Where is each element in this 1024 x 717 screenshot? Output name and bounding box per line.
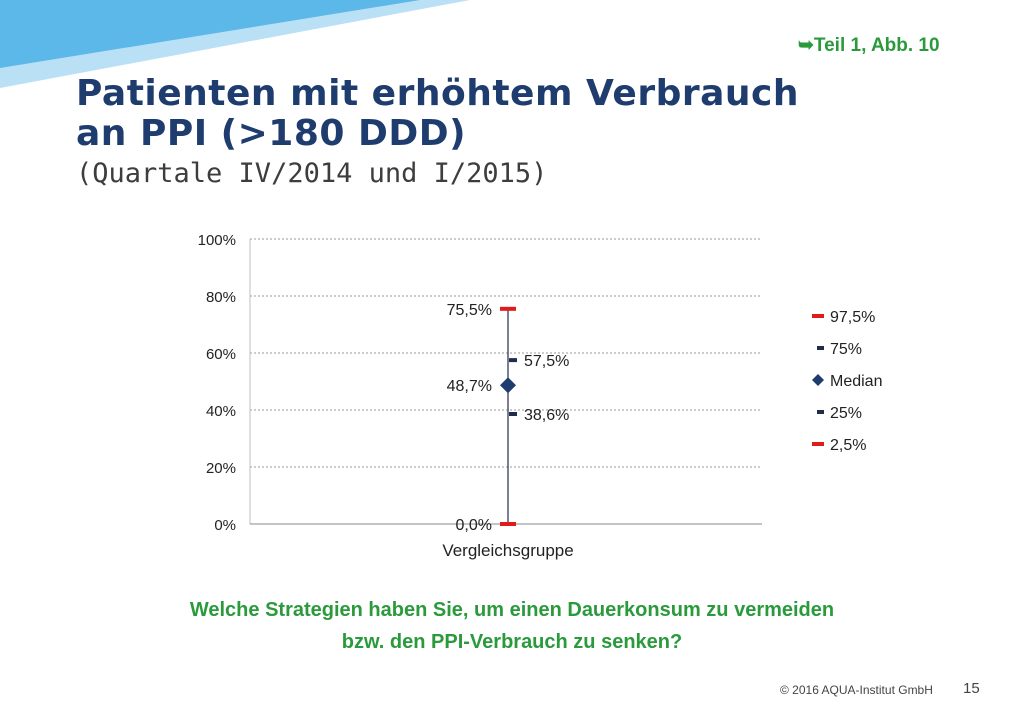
title-line-2: an PPI (>180 DDD) [76, 113, 467, 154]
legend-label: 75% [830, 341, 862, 358]
legend-label: 2,5% [830, 437, 866, 454]
question-line-2: bzw. den PPI-Verbrauch zu senken? [341, 631, 683, 653]
x-category-label: Vergleichsgruppe [442, 541, 573, 560]
question-line-1: Welche Strategien haben Sie, um einen Da… [189, 599, 835, 621]
legend-label: 97,5% [830, 309, 875, 326]
legend-label: Median [830, 373, 882, 390]
copyright-notice: © 2016 AQUA-Institut GmbH [780, 683, 933, 697]
y-tick-label: 20% [206, 460, 236, 477]
y-tick-label: 80% [206, 289, 236, 306]
title-line-1: Patienten mit erhöhtem Verbrauch [76, 73, 799, 114]
legend-label: 25% [830, 405, 862, 422]
legend-marker [812, 374, 824, 386]
figure-reference: ➥Teil 1, Abb. 10 [798, 35, 940, 56]
data-label: 48,7% [447, 378, 492, 395]
data-label: 57,5% [524, 353, 569, 370]
slide-subtitle: (Quartale IV/2014 und I/2015) [76, 158, 548, 189]
marker-median [500, 377, 516, 394]
data-label: 0,0% [456, 517, 492, 534]
discussion-question: Welche Strategien haben Sie, um einen Da… [0, 594, 1024, 658]
slide-title: Patienten mit erhöhtem Verbrauch an PPI … [76, 74, 876, 154]
y-tick-label: 40% [206, 403, 236, 420]
page-number: 15 [963, 680, 980, 697]
y-tick-label: 0% [214, 517, 236, 534]
y-tick-label: 60% [206, 346, 236, 363]
data-label: 38,6% [524, 407, 569, 424]
y-tick-label: 100% [198, 232, 236, 249]
percentile-chart: 0% 20% 40% 60% 80% 100% Vergleichsgruppe 75,5% 5… [198, 232, 883, 560]
data-label: 75,5% [447, 302, 492, 319]
